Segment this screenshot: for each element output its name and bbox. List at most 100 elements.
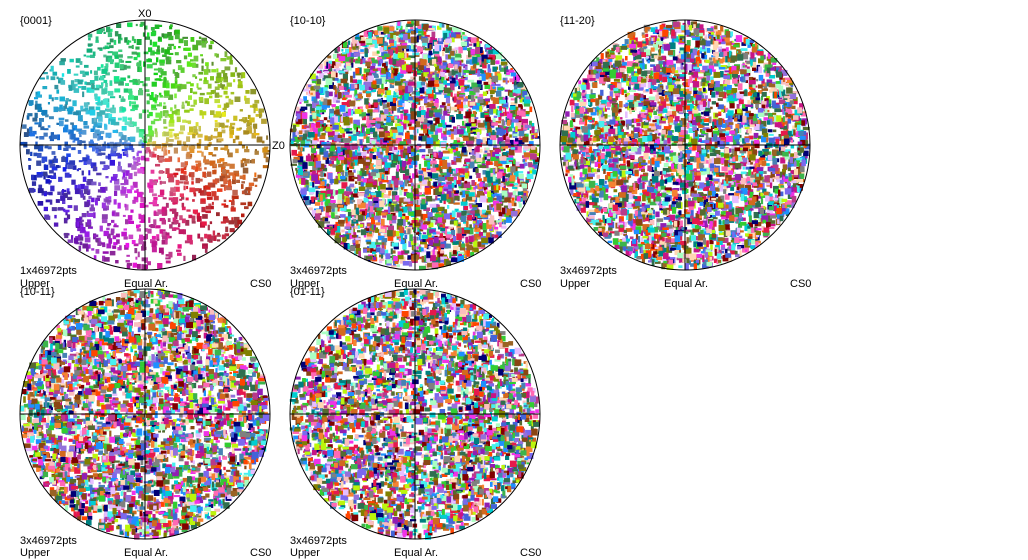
pole-point bbox=[204, 167, 207, 170]
pole-point bbox=[477, 241, 482, 247]
pole-point bbox=[524, 162, 528, 166]
pole-point bbox=[79, 133, 82, 138]
pole-point bbox=[237, 72, 240, 78]
pole-point bbox=[316, 70, 322, 74]
pole-point bbox=[257, 174, 262, 179]
pole-point bbox=[123, 228, 127, 231]
pole-point bbox=[324, 85, 329, 89]
pole-point bbox=[478, 186, 484, 194]
pole-point bbox=[463, 70, 470, 73]
pole-point bbox=[74, 184, 78, 190]
pole-point bbox=[136, 152, 139, 157]
pole-point bbox=[367, 109, 373, 113]
pole-point bbox=[487, 176, 494, 183]
pole-point bbox=[460, 63, 465, 67]
pole-point bbox=[503, 220, 506, 225]
pole-point bbox=[444, 105, 447, 112]
pole-point bbox=[214, 81, 220, 84]
pole-point bbox=[96, 195, 102, 198]
pole-point bbox=[201, 198, 206, 202]
pole-point bbox=[61, 73, 65, 77]
pole-point bbox=[129, 90, 133, 97]
pole-point bbox=[98, 147, 104, 150]
pole-point bbox=[110, 176, 117, 181]
pole-point bbox=[477, 99, 484, 104]
pole-point bbox=[60, 195, 65, 201]
pole-point bbox=[77, 86, 82, 89]
pole-point bbox=[204, 248, 208, 253]
pole-point bbox=[510, 147, 516, 150]
pole-point bbox=[248, 190, 251, 194]
pole-point bbox=[203, 69, 209, 75]
pole-point bbox=[136, 126, 140, 133]
pole-point bbox=[189, 147, 195, 153]
pole-point bbox=[434, 54, 440, 57]
pole-point bbox=[211, 154, 217, 157]
pole-point bbox=[114, 190, 118, 196]
pole-point bbox=[227, 152, 233, 158]
pole-point bbox=[138, 157, 141, 160]
pole-point bbox=[51, 207, 57, 212]
pole-point bbox=[230, 126, 235, 129]
pole-point bbox=[263, 153, 267, 158]
pole-point bbox=[432, 164, 439, 168]
pole-point bbox=[124, 203, 127, 208]
pole-point bbox=[207, 234, 212, 240]
pole-point bbox=[98, 182, 101, 186]
pole-point bbox=[145, 89, 150, 92]
pole-point bbox=[126, 39, 130, 45]
pole-point bbox=[66, 191, 71, 195]
pole-point bbox=[453, 126, 457, 131]
hemisphere-label: Upper bbox=[20, 278, 50, 290]
pole-point bbox=[45, 114, 49, 118]
pole-point bbox=[333, 78, 339, 81]
pole-point bbox=[66, 107, 73, 112]
pole-point bbox=[352, 239, 356, 244]
pole-point bbox=[192, 44, 199, 51]
pole-point bbox=[324, 71, 330, 74]
pole-point bbox=[182, 141, 187, 145]
pole-point bbox=[118, 81, 124, 86]
pole-point bbox=[254, 150, 259, 155]
pole-point bbox=[490, 156, 496, 162]
pole-point bbox=[458, 173, 462, 181]
pole-point bbox=[254, 107, 258, 111]
pole-point bbox=[251, 132, 256, 139]
pole-point bbox=[254, 172, 257, 177]
pole-point bbox=[144, 36, 151, 40]
pole-point bbox=[408, 126, 415, 130]
pole-point bbox=[300, 146, 303, 152]
pole-point bbox=[76, 221, 79, 227]
pole-point bbox=[149, 189, 154, 193]
pole-point bbox=[54, 97, 59, 100]
pole-point bbox=[378, 131, 385, 138]
pole-point bbox=[219, 122, 225, 127]
pole-point bbox=[352, 43, 355, 47]
pole-point bbox=[393, 74, 401, 81]
pole-point bbox=[458, 66, 462, 73]
pole-point bbox=[114, 88, 121, 93]
pole-point bbox=[454, 195, 460, 201]
pole-point bbox=[463, 74, 468, 78]
pole-point bbox=[129, 100, 132, 107]
pole-point bbox=[325, 78, 333, 85]
pole-point bbox=[143, 61, 146, 67]
pole-point bbox=[186, 81, 191, 84]
x-axis-label: X0 bbox=[138, 8, 151, 20]
pole-point bbox=[162, 54, 167, 57]
pole-point bbox=[203, 159, 209, 163]
pole-point bbox=[101, 68, 107, 74]
pole-point bbox=[492, 86, 496, 90]
pole-point bbox=[163, 119, 167, 124]
pole-point bbox=[88, 195, 92, 200]
pole-point bbox=[511, 171, 514, 177]
pole-point bbox=[520, 163, 525, 169]
pole-point bbox=[470, 94, 475, 102]
pole-point bbox=[532, 164, 539, 169]
pole-point bbox=[88, 145, 94, 148]
pole-point bbox=[367, 190, 371, 193]
pole-point bbox=[128, 88, 133, 94]
pole-point bbox=[367, 46, 371, 50]
pole-point bbox=[518, 203, 522, 208]
pole-point bbox=[51, 151, 56, 155]
